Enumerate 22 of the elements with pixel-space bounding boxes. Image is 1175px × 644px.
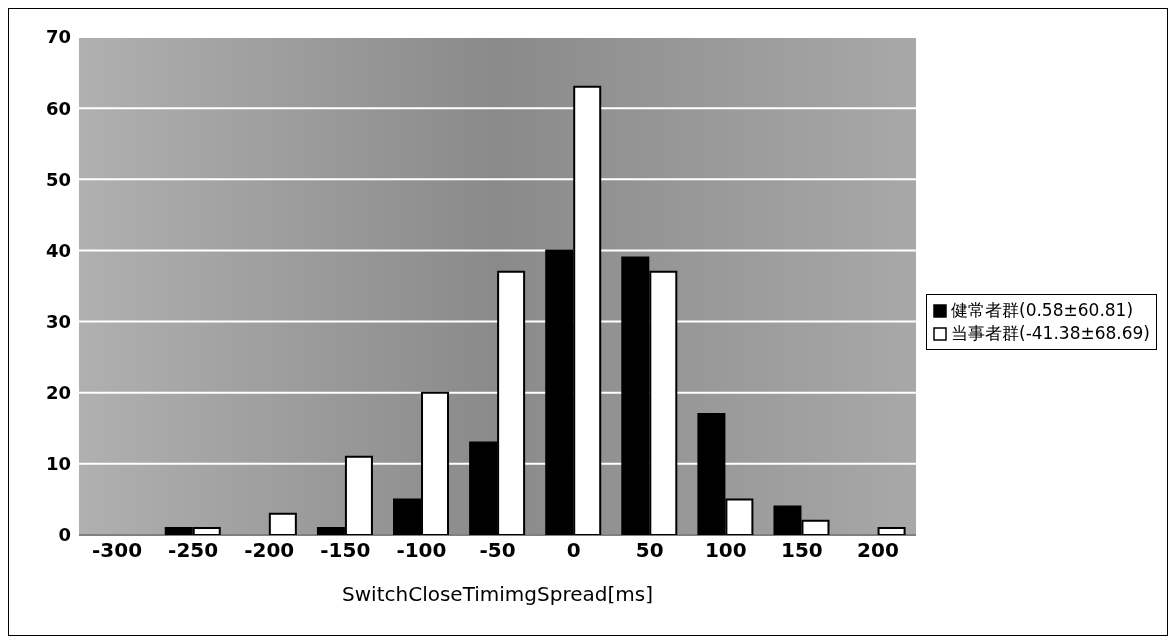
y-tick-label: 40 bbox=[45, 239, 71, 261]
x-tick-label: -50 bbox=[479, 538, 516, 563]
x-tick-label: 150 bbox=[781, 538, 823, 563]
y-tick-label: 70 bbox=[45, 26, 71, 48]
y-tick-label: 60 bbox=[45, 97, 71, 119]
x-tick-label: -200 bbox=[244, 538, 295, 563]
x-tick-label: 50 bbox=[635, 538, 664, 563]
x-tick-label: -100 bbox=[396, 538, 447, 563]
x-tick-label: -300 bbox=[92, 538, 143, 563]
x-tick-label: 200 bbox=[857, 538, 899, 563]
x-tick-label: -150 bbox=[320, 538, 371, 563]
y-tick-label: 30 bbox=[45, 310, 71, 332]
legend-label: 健常者群(0.58±60.81) bbox=[951, 299, 1134, 322]
y-tick-label: 0 bbox=[58, 524, 71, 546]
legend-label: 当事者群(-41.38±68.69) bbox=[951, 322, 1150, 345]
x-tick-label: 100 bbox=[704, 538, 747, 563]
y-tick-label: 50 bbox=[45, 168, 71, 190]
x-tick-label: 0 bbox=[566, 538, 581, 563]
x-axis-title: SwitchCloseTimimgSpread[ms] bbox=[342, 582, 653, 606]
y-tick-label: 10 bbox=[45, 453, 71, 475]
y-tick-label: 20 bbox=[45, 382, 71, 404]
x-tick-label: -250 bbox=[168, 538, 219, 563]
